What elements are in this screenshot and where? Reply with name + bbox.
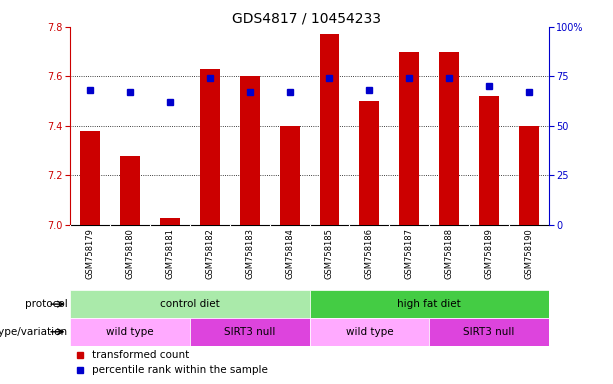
Text: GSM758180: GSM758180 <box>126 228 135 279</box>
Text: GSM758185: GSM758185 <box>325 228 334 279</box>
Bar <box>240 76 260 225</box>
Bar <box>80 131 101 225</box>
Bar <box>519 126 539 225</box>
Bar <box>200 69 220 225</box>
Bar <box>310 290 549 318</box>
Bar <box>399 52 419 225</box>
Text: GSM758190: GSM758190 <box>524 228 533 279</box>
Bar <box>70 318 190 346</box>
Text: GSM758181: GSM758181 <box>166 228 175 279</box>
Bar <box>310 318 429 346</box>
Text: wild type: wild type <box>107 327 154 337</box>
Text: high fat diet: high fat diet <box>397 299 461 309</box>
Text: percentile rank within the sample: percentile rank within the sample <box>92 366 268 376</box>
Text: GSM758179: GSM758179 <box>86 228 95 279</box>
Text: GSM758182: GSM758182 <box>205 228 215 279</box>
Text: GSM758187: GSM758187 <box>405 228 414 279</box>
Bar <box>120 156 140 225</box>
Text: transformed count: transformed count <box>92 350 189 360</box>
Text: control diet: control diet <box>160 299 220 309</box>
Bar <box>439 52 459 225</box>
Text: GSM758184: GSM758184 <box>285 228 294 279</box>
Text: GSM758189: GSM758189 <box>484 228 493 279</box>
Bar <box>429 318 549 346</box>
Text: genotype/variation: genotype/variation <box>0 327 67 337</box>
Bar <box>319 34 340 225</box>
Text: SIRT3 null: SIRT3 null <box>463 327 514 337</box>
Text: wild type: wild type <box>346 327 393 337</box>
Text: GSM758188: GSM758188 <box>444 228 454 279</box>
Bar <box>280 126 300 225</box>
Text: GDS4817 / 10454233: GDS4817 / 10454233 <box>232 12 381 25</box>
Bar <box>70 290 310 318</box>
Bar <box>160 218 180 225</box>
Text: SIRT3 null: SIRT3 null <box>224 327 275 337</box>
Text: GSM758186: GSM758186 <box>365 228 374 279</box>
Text: protocol: protocol <box>25 299 67 309</box>
Bar <box>190 318 310 346</box>
Text: GSM758183: GSM758183 <box>245 228 254 279</box>
Bar <box>479 96 499 225</box>
Bar <box>359 101 379 225</box>
